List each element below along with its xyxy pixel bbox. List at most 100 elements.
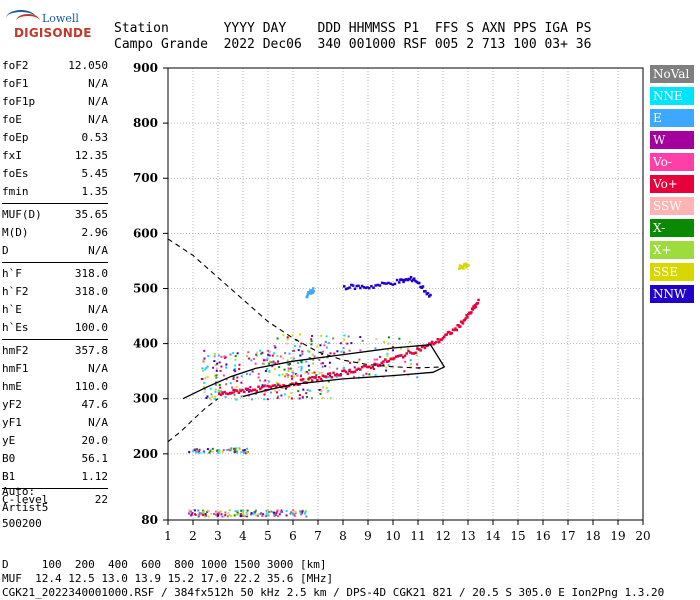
x-tick-label: 19 xyxy=(610,529,625,543)
series-point xyxy=(368,286,371,290)
echo-dot xyxy=(240,451,243,454)
echo-dot xyxy=(328,361,331,364)
echo-dot xyxy=(194,513,197,516)
echo-dot xyxy=(308,350,311,353)
echo-dot xyxy=(226,515,229,518)
echo-dot xyxy=(376,363,379,366)
echo-dot xyxy=(242,509,245,512)
echo-dot xyxy=(300,342,303,345)
series-point xyxy=(359,368,362,371)
legend-item-e: E xyxy=(650,109,694,127)
y-tick-label: 80 xyxy=(141,513,158,527)
echo-dot xyxy=(239,515,242,518)
series-point xyxy=(321,374,325,377)
echo-dot xyxy=(348,371,351,374)
echo-dot xyxy=(207,355,210,358)
echo-dot xyxy=(298,333,301,336)
echo-dot xyxy=(218,450,221,453)
echo-dot xyxy=(257,513,260,516)
echo-dot xyxy=(215,374,218,377)
echo-dot xyxy=(276,509,279,512)
series-point xyxy=(248,388,251,392)
echo-dot xyxy=(246,512,249,515)
echo-dot xyxy=(220,355,223,358)
series-point xyxy=(360,365,364,369)
echo-dot xyxy=(259,379,262,382)
echo-dot xyxy=(246,447,249,450)
echo-dot xyxy=(234,364,237,367)
echo-dot xyxy=(290,392,293,395)
series-point xyxy=(275,385,278,388)
param-row: B0 56.1 xyxy=(2,450,108,468)
series-point xyxy=(376,283,380,287)
echo-dot xyxy=(267,380,270,383)
echo-dot xyxy=(403,370,406,373)
echo-dot xyxy=(293,345,296,348)
echo-dot xyxy=(206,509,209,512)
echo-dot xyxy=(318,359,321,362)
trace-profile-dashed-upper xyxy=(167,238,444,369)
echo-dot xyxy=(219,369,222,372)
echo-dot xyxy=(214,397,217,400)
series-point xyxy=(463,318,467,322)
series-point xyxy=(423,346,427,350)
echo-dot xyxy=(373,358,376,361)
echo-dot xyxy=(287,376,290,379)
param-key: fxI xyxy=(2,149,22,162)
series-point xyxy=(418,348,421,351)
param-value: 5.45 xyxy=(81,167,109,180)
series-point xyxy=(473,306,476,310)
echo-dot xyxy=(232,391,235,394)
echo-dot xyxy=(342,366,345,369)
param-value: 22 xyxy=(94,493,108,506)
echo-dot xyxy=(261,384,264,387)
echo-dot xyxy=(217,354,220,357)
x-tick-label: 6 xyxy=(289,529,297,543)
series-point xyxy=(334,373,337,377)
param-value: 12.35 xyxy=(74,149,108,162)
echo-dot xyxy=(192,450,195,453)
series-point xyxy=(429,293,432,297)
echo-dot xyxy=(284,387,287,390)
echo-dot xyxy=(217,513,220,516)
series-point xyxy=(403,354,407,358)
series-point xyxy=(378,284,382,287)
echo-dot xyxy=(236,376,239,379)
echo-dot xyxy=(289,367,292,370)
echo-dot xyxy=(218,449,221,452)
series-point xyxy=(378,363,382,367)
echo-dot xyxy=(249,373,252,376)
x-tick-label: 7 xyxy=(314,529,322,543)
param-key: yF2 xyxy=(2,398,22,411)
echo-dot xyxy=(261,515,264,518)
echo-dot xyxy=(202,369,205,372)
echo-dot xyxy=(297,361,300,364)
x-tick-label: 14 xyxy=(485,529,501,543)
echo-dot xyxy=(276,396,279,399)
logo-lowell-text: Lowell xyxy=(42,12,79,25)
series-point xyxy=(408,278,412,281)
series-point xyxy=(424,290,427,293)
echo-dot xyxy=(263,398,266,401)
param-separator xyxy=(2,262,108,263)
echo-dot xyxy=(236,380,239,383)
echo-dot xyxy=(250,398,253,401)
echo-dot xyxy=(372,368,375,371)
legend-item-x-: X+ xyxy=(650,241,694,259)
echo-dot xyxy=(282,386,285,389)
series-point xyxy=(319,377,323,381)
series-point xyxy=(455,328,458,332)
logo-digisonde-text: DIGISONDE xyxy=(14,26,92,40)
echo-dot xyxy=(383,341,386,344)
echo-dot xyxy=(188,511,191,514)
series-point xyxy=(291,382,294,385)
echo-dot xyxy=(287,374,290,377)
echo-dot xyxy=(391,349,394,352)
series-point xyxy=(323,375,326,378)
echo-dot xyxy=(240,395,243,398)
echo-dot xyxy=(265,368,268,371)
echo-dot xyxy=(312,358,315,361)
param-key: MUF(D) xyxy=(2,208,42,221)
param-row: fmin 1.35 xyxy=(2,183,108,201)
param-row: yF2 47.6 xyxy=(2,396,108,414)
